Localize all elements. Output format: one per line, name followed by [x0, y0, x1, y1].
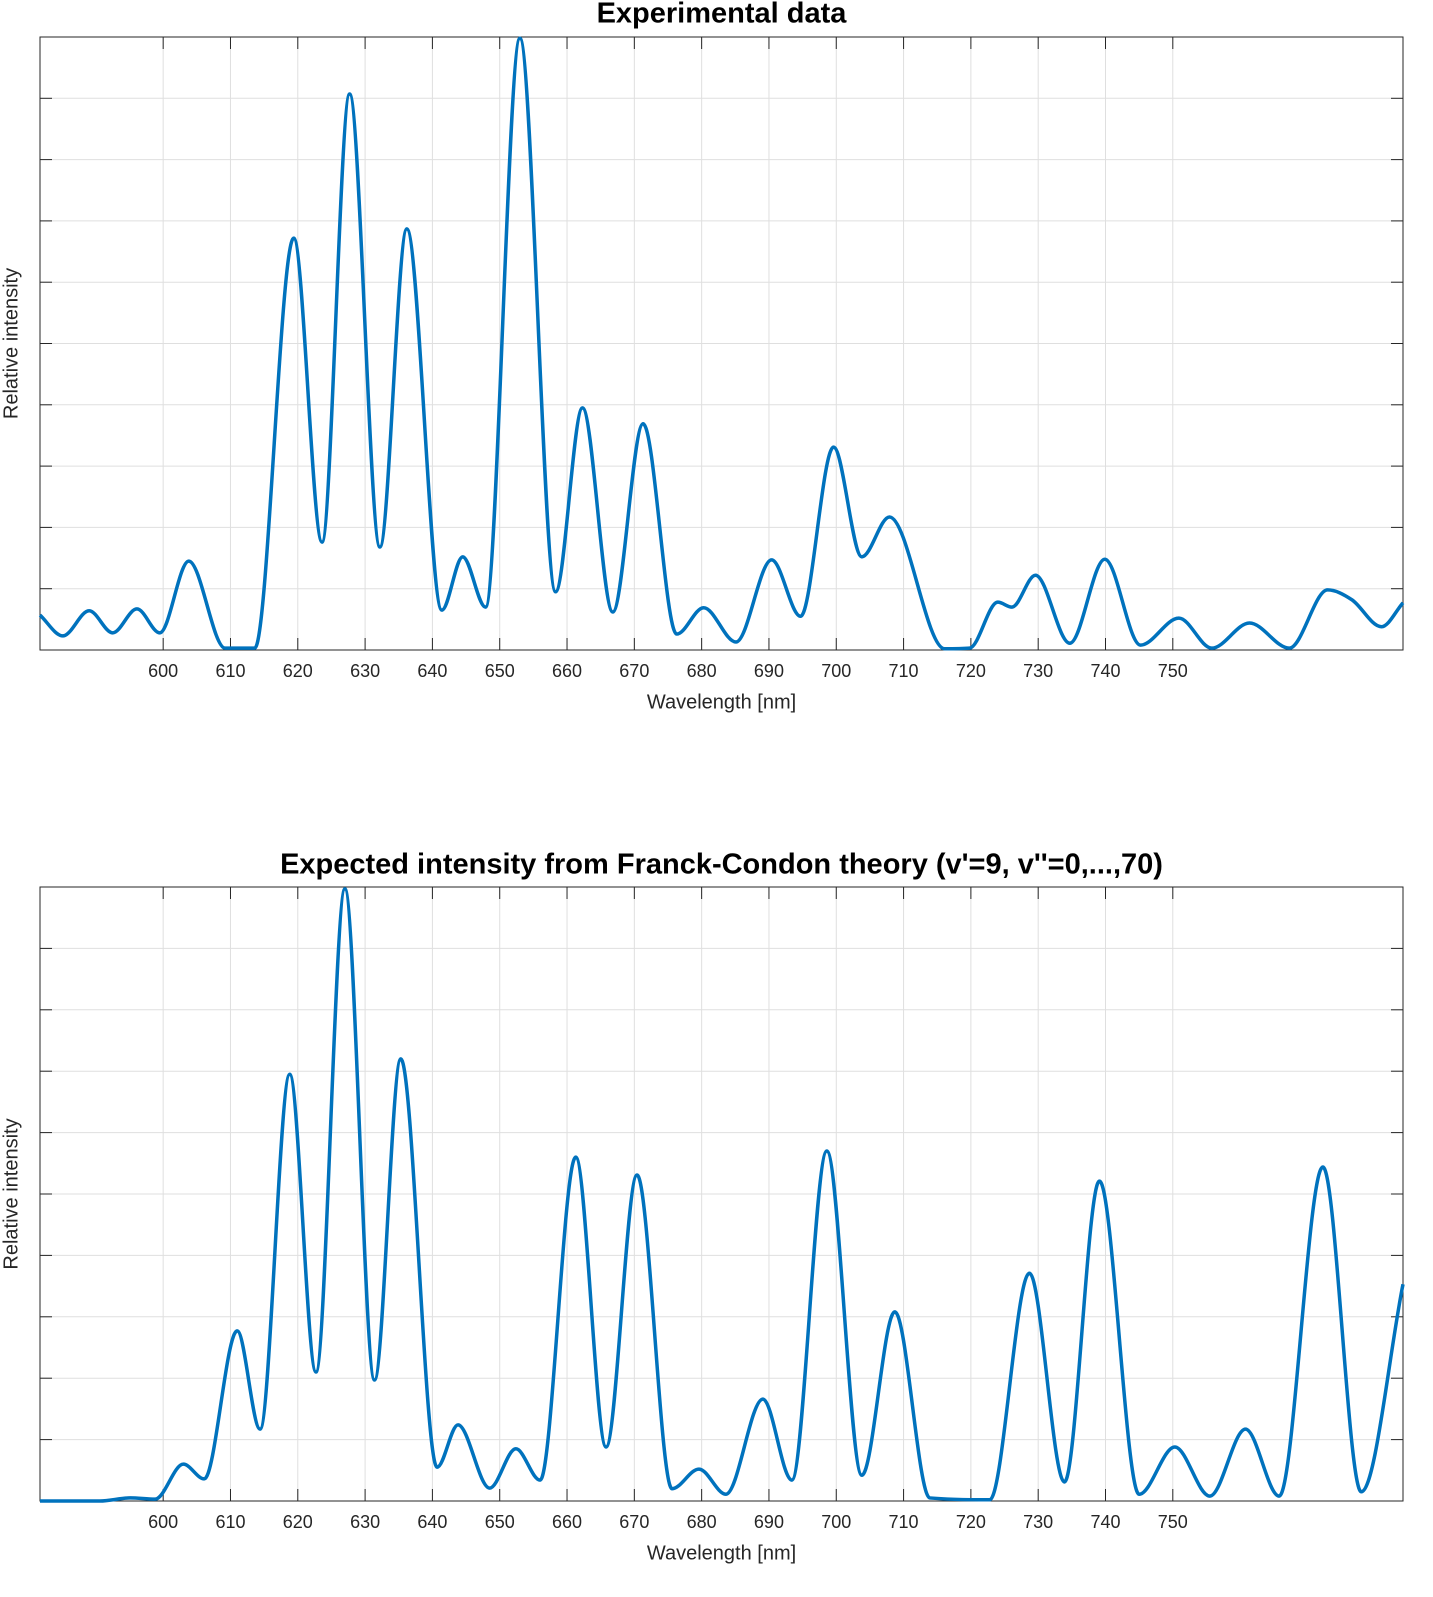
x-tick-label: 650 — [485, 1512, 515, 1532]
x-tick-label: 710 — [889, 661, 919, 681]
data-line — [40, 887, 1405, 1503]
data-line — [38, 36, 1405, 651]
y-axis-label: Relative intensity — [0, 1118, 22, 1269]
x-axis-label: Wavelength [nm] — [647, 691, 796, 713]
x-tick-label: 690 — [754, 661, 784, 681]
x-tick-label: 690 — [754, 1512, 784, 1532]
x-tick-label: 620 — [283, 1512, 313, 1532]
x-tick-label: 620 — [283, 661, 313, 681]
x-tick-label: 610 — [215, 661, 245, 681]
x-tick-label: 680 — [687, 661, 717, 681]
x-tick-label: 720 — [956, 661, 986, 681]
x-tick-label: 730 — [1023, 661, 1053, 681]
x-tick-label: 600 — [148, 1512, 178, 1532]
x-tick-label: 640 — [417, 661, 447, 681]
x-axis-label: Wavelength [nm] — [647, 1542, 796, 1564]
y-axis-label: Relative intensity — [0, 268, 22, 419]
x-tick-label: 650 — [485, 661, 515, 681]
x-tick-label: 730 — [1023, 1512, 1053, 1532]
x-tick-label: 720 — [956, 1512, 986, 1532]
x-tick-label: 630 — [350, 661, 380, 681]
x-tick-label: 710 — [889, 1512, 919, 1532]
x-tick-label: 660 — [552, 1512, 582, 1532]
chart-title: Experimental data — [597, 0, 848, 30]
x-tick-label: 630 — [350, 1512, 380, 1532]
axes-box — [39, 886, 1404, 1502]
chart-title: Expected intensity from Franck-Condon th… — [280, 849, 1163, 881]
x-tick-label: 600 — [148, 661, 178, 681]
x-tick-label: 700 — [821, 661, 851, 681]
x-tick-label: 670 — [619, 661, 649, 681]
x-tick-label: 660 — [552, 661, 582, 681]
x-tick-label: 610 — [215, 1512, 245, 1532]
axes-box — [39, 36, 1404, 651]
x-tick-label: 750 — [1158, 1512, 1188, 1532]
x-tick-label: 700 — [821, 1512, 851, 1532]
x-tick-label: 740 — [1090, 661, 1120, 681]
x-tick-label: 750 — [1158, 661, 1188, 681]
x-tick-label: 740 — [1090, 1512, 1120, 1532]
x-tick-label: 670 — [619, 1512, 649, 1532]
x-tick-label: 680 — [687, 1512, 717, 1532]
x-tick-label: 640 — [417, 1512, 447, 1532]
